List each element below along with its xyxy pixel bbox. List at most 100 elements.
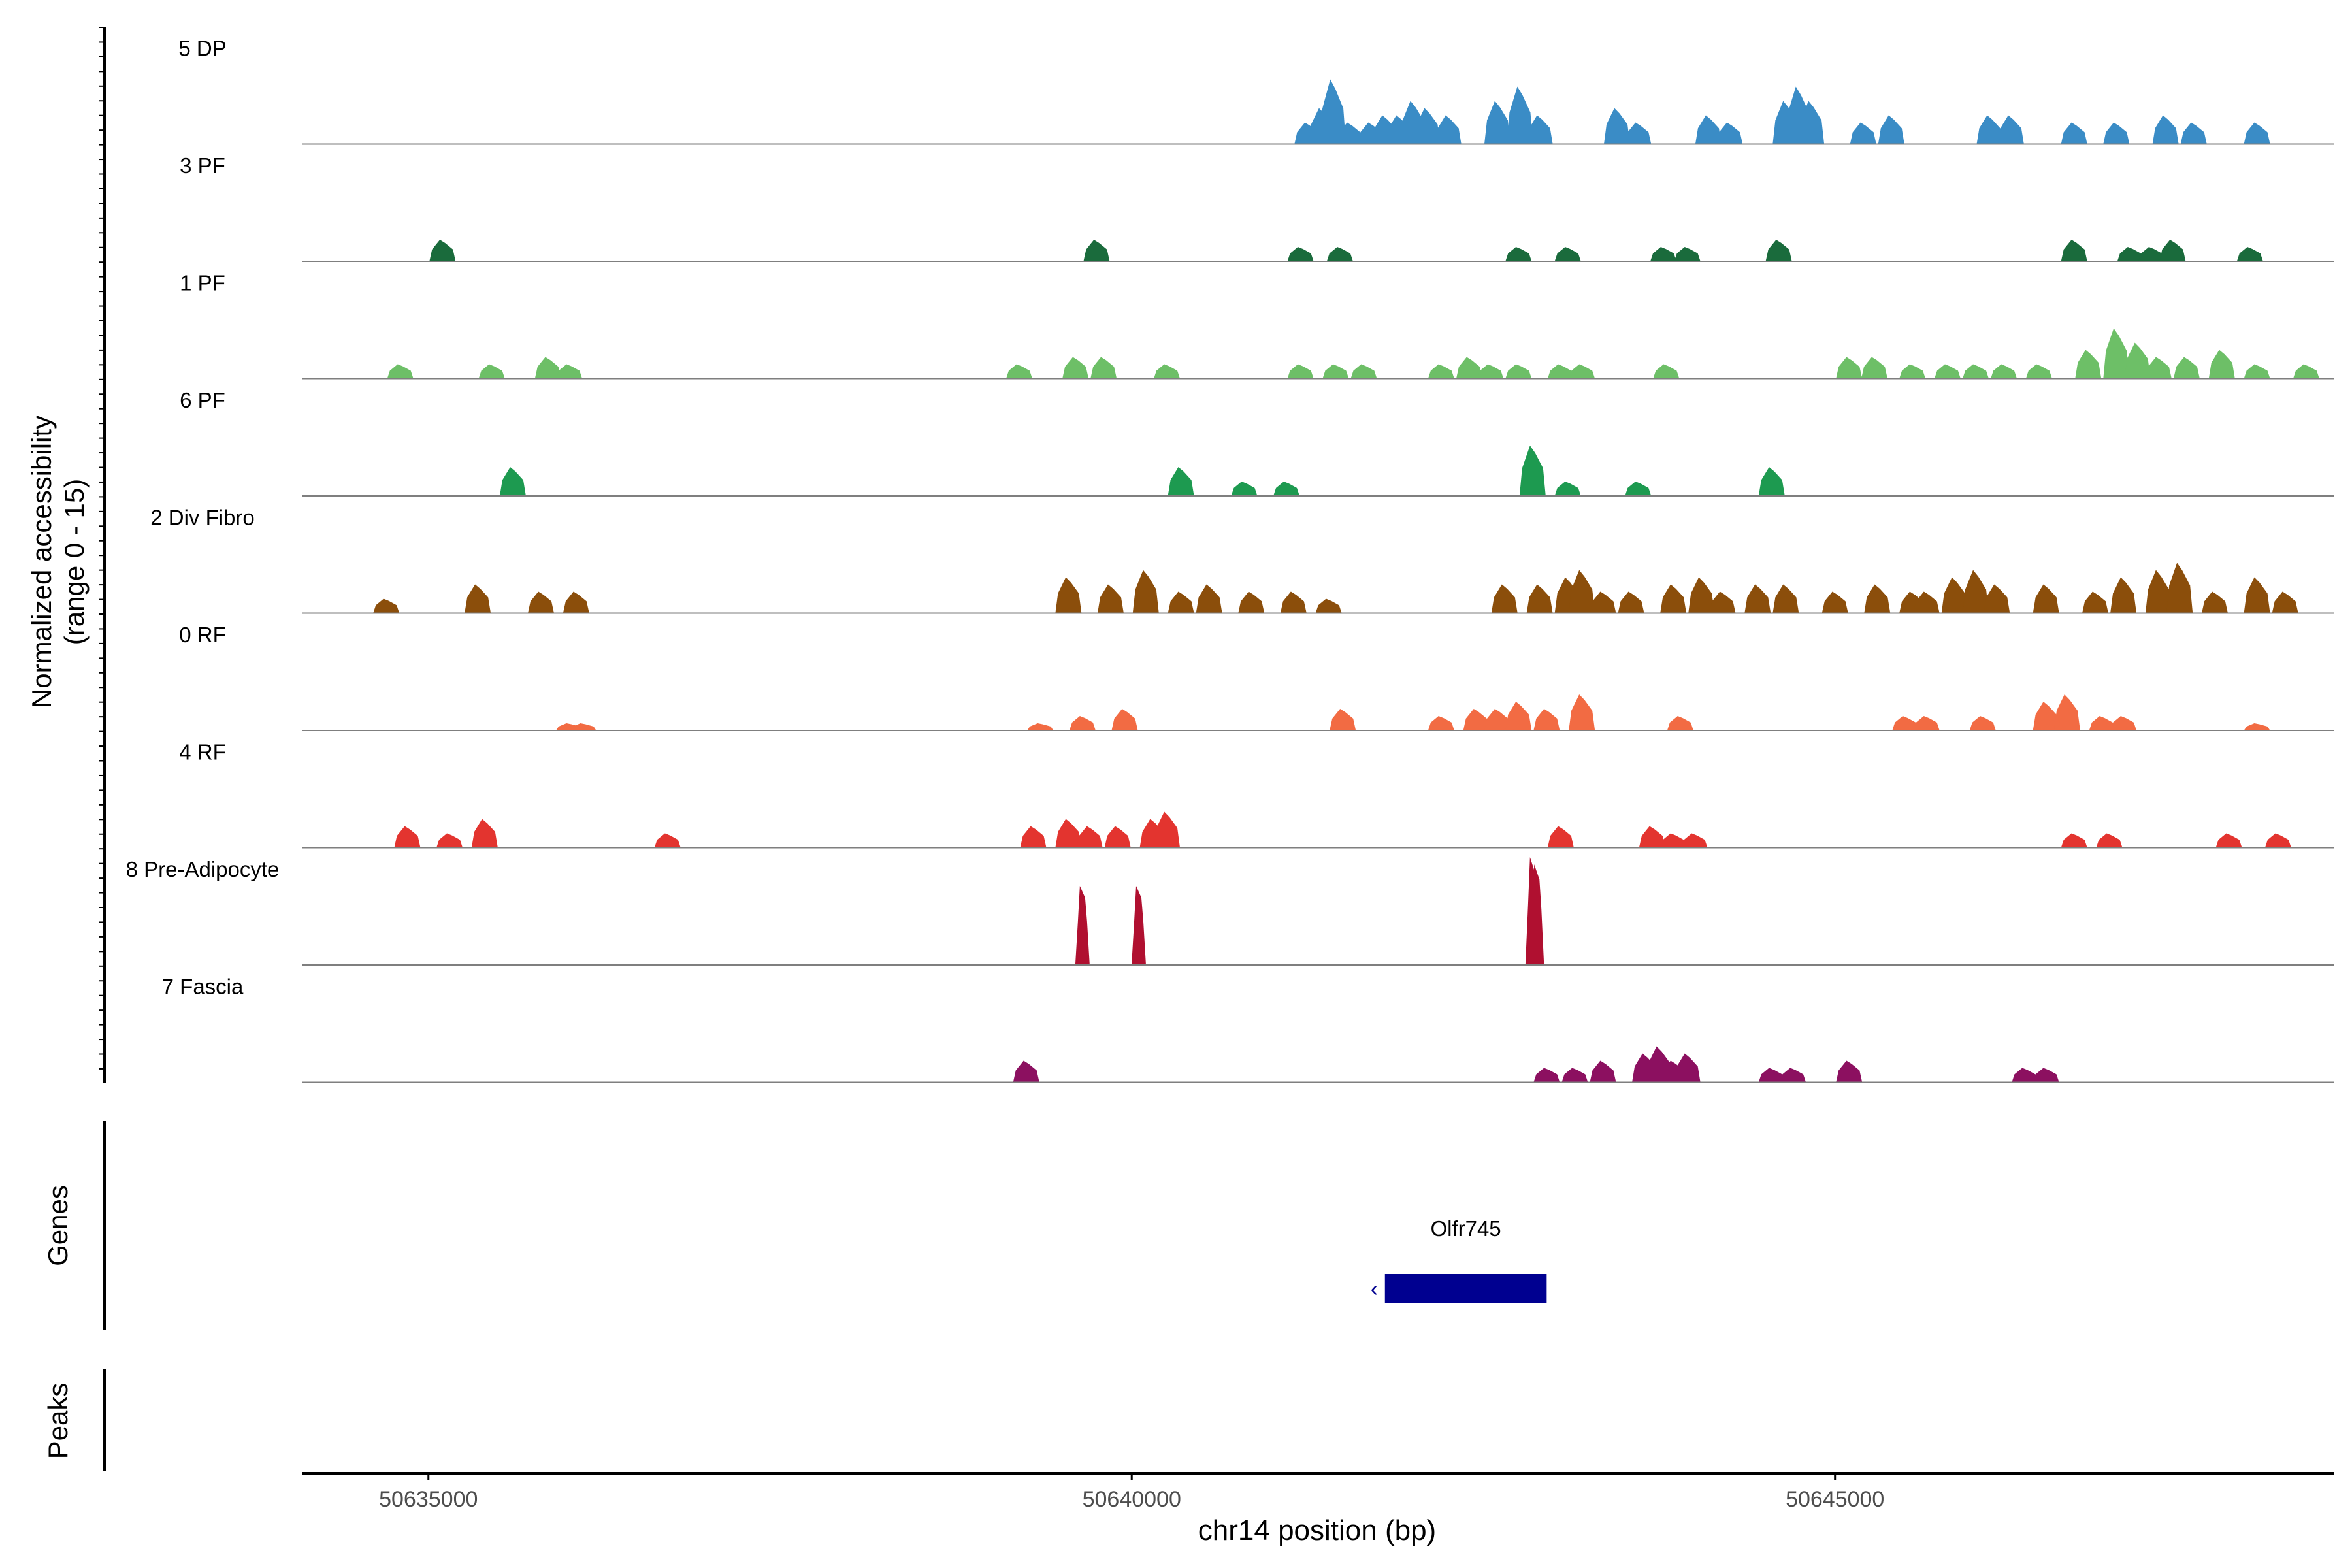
coverage-peak — [1505, 364, 1532, 379]
coverage-peak — [1428, 364, 1454, 379]
coverage-peak — [1076, 826, 1103, 848]
coverage-peak — [2033, 702, 2059, 730]
coverage-peak — [1519, 446, 1546, 496]
coverage-peak — [1695, 115, 1722, 144]
coverage-peak — [2103, 122, 2130, 144]
x-axis-label: chr14 position (bp) — [1198, 1514, 1436, 1546]
track-1-pf: 1 PF — [180, 271, 2334, 380]
coverage-peak — [1864, 584, 1891, 613]
coverage-peak — [2244, 723, 2270, 730]
coverage-peak — [1821, 591, 1848, 613]
coverage-peak — [1618, 591, 1644, 613]
coverage-peak — [1547, 364, 1574, 379]
coverage-peak — [1273, 482, 1300, 496]
track-6-pf: 6 PF — [180, 388, 2334, 497]
coverage-peak — [1062, 357, 1089, 379]
coverage-peak — [1350, 364, 1377, 379]
coverage-peak — [1554, 482, 1581, 496]
coverage-peak — [1892, 716, 1919, 730]
coverage-peak — [471, 819, 498, 848]
coverage-peak — [570, 723, 596, 730]
y-axis — [99, 27, 106, 1083]
coverage-peak — [2033, 1068, 2059, 1083]
coverage-peak — [1533, 709, 1560, 730]
coverage-peak — [1798, 101, 1825, 144]
coverage-peak — [1716, 122, 1743, 144]
coverage-peak — [1154, 811, 1181, 848]
coverage-peak — [1780, 1068, 1806, 1083]
coverage-peak — [1850, 122, 1876, 144]
track-label: 5 DP — [178, 37, 226, 61]
coverage-peak — [1547, 826, 1574, 848]
coverage-peak — [1132, 570, 1159, 613]
coverage-peak — [1238, 591, 1265, 613]
coverage-peak — [1505, 702, 1532, 730]
coverage-peak — [429, 240, 456, 261]
coverage-peak — [2145, 570, 2172, 613]
coverage-peak — [2110, 577, 2137, 613]
coverage-peak — [1132, 886, 1146, 965]
coverage-peak — [1674, 1053, 1701, 1083]
track-label: 1 PF — [180, 271, 225, 295]
x-axis: 50635000 50640000 50645000 — [302, 1472, 2334, 1512]
coverage-peak — [556, 364, 583, 379]
coverage-peak — [2061, 122, 2087, 144]
coverage-peak — [1315, 598, 1342, 613]
coverage-peak — [2138, 247, 2165, 261]
coverage-peak — [2061, 833, 2087, 848]
coverage-peak — [1069, 716, 1096, 730]
coverage-peak — [2166, 563, 2193, 613]
coverage-peak — [1554, 247, 1581, 261]
x-axis-tick-label: 50640000 — [1083, 1487, 1181, 1512]
coverage-peak — [654, 833, 681, 848]
gene-body — [1384, 1274, 1547, 1303]
coverage-peak — [2293, 364, 2319, 379]
track-label: 8 Pre-Adipocyte — [126, 857, 280, 881]
track-5-dp: 5 DP — [178, 37, 2334, 145]
coverage-peak — [1477, 364, 1504, 379]
coverage-peak — [1320, 79, 1347, 144]
coverage-peak — [1569, 364, 1595, 379]
coverage-peak — [1326, 247, 1353, 261]
coverage-peak — [563, 591, 589, 613]
coverage-peak — [1758, 467, 1785, 496]
coverage-peak — [534, 357, 561, 379]
coverage-peak — [2075, 350, 2102, 379]
coverage-peak — [2244, 577, 2270, 613]
track-4-rf: 4 RF — [179, 740, 2334, 849]
coverage-peak — [1529, 864, 1544, 965]
coverage-peak — [2264, 833, 2291, 848]
coverage-peak — [1590, 591, 1616, 613]
coverage-peak — [1154, 364, 1181, 379]
coverage-peak — [465, 584, 491, 613]
track-0-rf: 0 RF — [179, 623, 2334, 731]
track-label: 2 Div Fibro — [150, 506, 255, 530]
coverage-peak — [1941, 577, 1968, 613]
gene-strand-arrow: ‹ — [1371, 1277, 1378, 1301]
coverage-peak — [1765, 240, 1792, 261]
track-label: 7 Fascia — [162, 975, 244, 999]
track-2-div-fibro: 2 Div Fibro — [150, 506, 2334, 614]
coverage-peak — [1660, 584, 1687, 613]
coverage-peak — [1196, 584, 1222, 613]
coverage-peak — [1463, 709, 1490, 730]
coverage-peak — [1336, 122, 1363, 144]
coverage-peak — [2244, 122, 2270, 144]
coverage-peak — [1963, 364, 1989, 379]
coverage-peak — [2089, 716, 2115, 730]
coverage-peak — [1709, 591, 1736, 613]
gene-label: Olfr745 — [1430, 1217, 1501, 1241]
coverage-peak — [1878, 115, 1904, 144]
coverage-peak — [1505, 247, 1532, 261]
coverage-peak — [1836, 357, 1863, 379]
coverage-peak — [1667, 716, 1693, 730]
coverage-peak — [1561, 1068, 1588, 1083]
coverage-peak — [1533, 1068, 1560, 1083]
coverage-peak — [528, 591, 554, 613]
coverage-peak — [1414, 108, 1441, 144]
coverage-peak — [1744, 584, 1771, 613]
coverage-peak — [2152, 115, 2179, 144]
coverage-peak — [1604, 108, 1630, 144]
coverage-peak — [1013, 1060, 1039, 1083]
coverage-peak — [1653, 364, 1680, 379]
